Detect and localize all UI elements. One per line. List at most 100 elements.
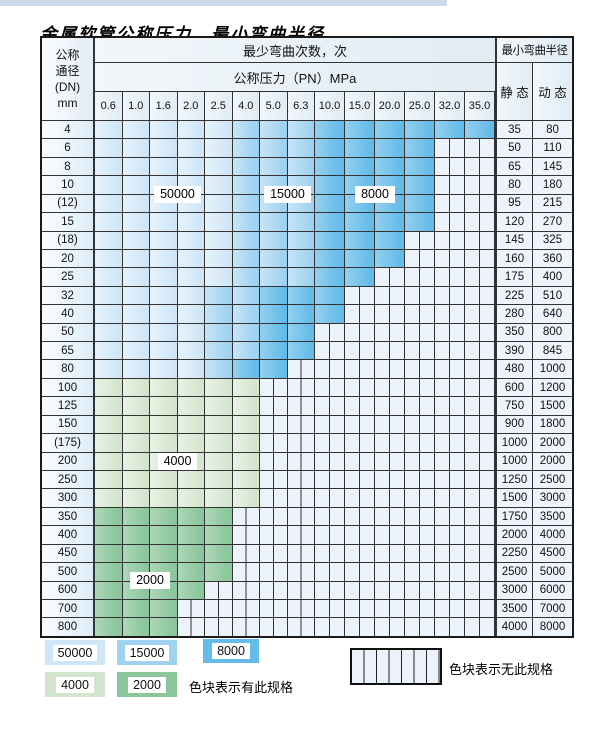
grid-cell: [465, 452, 495, 471]
grid-cell: [95, 157, 123, 176]
grid-cell: [435, 121, 465, 139]
grid-cell: [232, 268, 260, 286]
grid-cell: [405, 452, 435, 471]
grid-cell: [287, 563, 315, 581]
table-row: 400 2000 4000: [42, 526, 572, 545]
grid-cell: [465, 599, 495, 618]
pressure-col-header: 5.0: [260, 92, 288, 120]
grid-cell: [345, 471, 375, 489]
grid-cell: [150, 526, 178, 544]
table-row: (12) 95 215: [42, 194, 572, 214]
table-row: 600 3000 6000: [42, 581, 572, 600]
grid-cell: [405, 507, 435, 526]
grid-cell: [150, 249, 178, 268]
grid-cell: [150, 618, 178, 636]
grid-cell: [232, 342, 260, 360]
dn-cell: 6: [42, 139, 95, 157]
grid-cell: [205, 434, 233, 452]
grid-cell: [205, 213, 233, 231]
cycles-region-label: 50000: [150, 176, 205, 213]
grid-cell: [122, 249, 150, 268]
grid-cell: [177, 544, 205, 563]
grid-cell: [315, 305, 345, 323]
grid-cell: [177, 599, 205, 618]
table-row: 6 50 110: [42, 139, 572, 158]
grid-cell: [315, 489, 345, 507]
grid-cell: [232, 286, 260, 305]
grid-cell: [260, 249, 288, 268]
grid-cell: [260, 360, 288, 378]
grid-cell: [95, 507, 123, 526]
grid-cell: [315, 139, 345, 157]
dn-cell: (18): [42, 231, 95, 249]
grid-cell: [260, 268, 288, 286]
static-value: 1000: [495, 452, 533, 471]
grid-cell: [260, 581, 288, 599]
table-row: 15 120 270: [42, 213, 572, 232]
grid-cell: [122, 121, 150, 139]
grid-cell: [205, 268, 233, 286]
grid-cell: [345, 121, 375, 139]
grid-cell: [232, 415, 260, 434]
grid-cell: [315, 286, 345, 305]
grid-cell: [205, 415, 233, 434]
grid-cell: [435, 231, 465, 249]
grid-cell: [375, 378, 405, 397]
grid-cell: [205, 176, 233, 194]
dynamic-value: 7000: [533, 599, 572, 618]
dn-cell: 250: [42, 471, 95, 489]
grid-cell: [465, 176, 495, 194]
grid-cell: [150, 213, 178, 231]
table-row: (18) 145 325: [42, 231, 572, 250]
static-value: 95: [495, 194, 533, 213]
grid-cell: [260, 121, 288, 139]
table-row: 200 1000 2000: [42, 452, 572, 472]
grid-cell: [287, 618, 315, 636]
grid-cell: [405, 526, 435, 544]
grid-cell: [435, 415, 465, 434]
grid-cell: [375, 121, 405, 139]
grid-cell: [95, 544, 123, 563]
grid-cell: [122, 323, 150, 342]
grid-cell: [375, 471, 405, 489]
grid-cell: [177, 305, 205, 323]
grid-cell: [205, 378, 233, 397]
grid-cell: [177, 323, 205, 342]
grid-cell: [465, 526, 495, 544]
grid-cell: [375, 563, 405, 581]
grid-cell: [405, 286, 435, 305]
static-value: 2500: [495, 563, 533, 581]
dynamic-value: 2000: [533, 452, 572, 471]
grid-cell: [405, 581, 435, 599]
grid-cell: [315, 397, 345, 415]
cycles-header: 最少弯曲次数，次: [95, 38, 495, 63]
grid-cell: [205, 544, 233, 563]
grid-cell: [465, 489, 495, 507]
grid-cell: [177, 157, 205, 176]
static-value: 80: [495, 176, 533, 194]
table-row: 8 65 145: [42, 157, 572, 177]
grid-cell: [465, 323, 495, 342]
grid-cell: [232, 176, 260, 194]
dynamic-value: 1800: [533, 415, 572, 434]
grid-cell: [260, 397, 288, 415]
grid-cell: [465, 581, 495, 599]
grid-cell: [405, 489, 435, 507]
grid-cell: [345, 415, 375, 434]
grid-cell: [260, 471, 288, 489]
legend-swatch-4000: 4000: [45, 672, 105, 697]
dn-cell: (12): [42, 194, 95, 213]
dynamic-value: 800: [533, 323, 572, 342]
grid-cell: [95, 415, 123, 434]
static-value: 145: [495, 231, 533, 249]
grid-cell: [435, 471, 465, 489]
dn-cell: 500: [42, 563, 95, 581]
grid-cell: [287, 286, 315, 305]
grid-cell: [95, 231, 123, 249]
grid-cell: [122, 526, 150, 544]
pressure-col-header: 1.0: [122, 92, 150, 120]
grid-cell: [260, 213, 288, 231]
grid-cell: [375, 268, 405, 286]
grid-cell: [95, 563, 123, 581]
grid-cell: [435, 581, 465, 599]
